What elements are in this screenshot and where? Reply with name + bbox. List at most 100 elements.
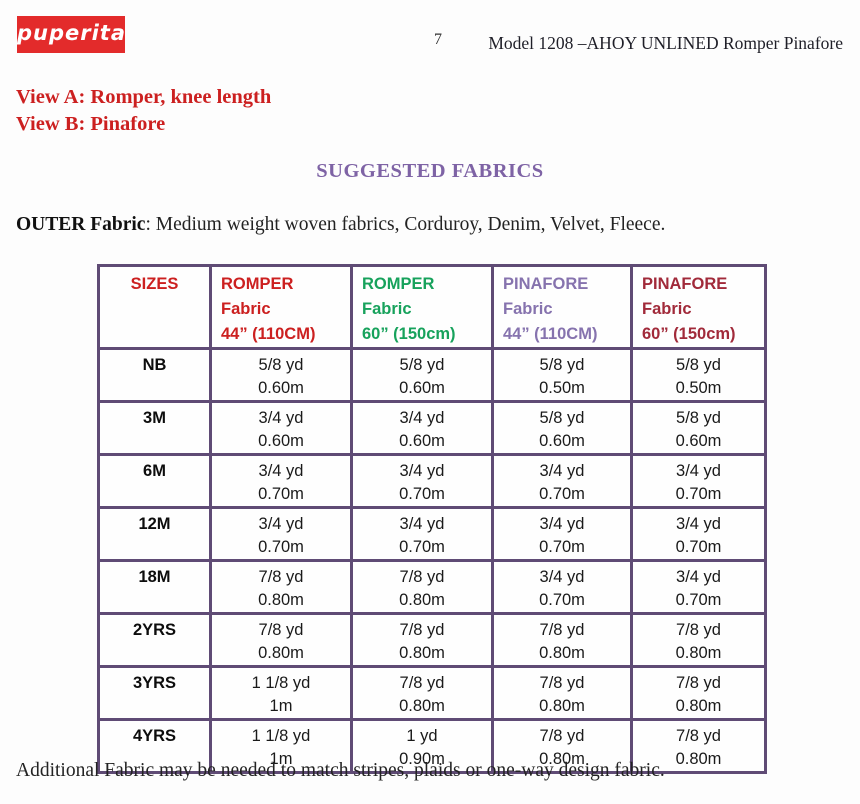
- fabric-cell-pinafore-44-12m: 3/4 yd 0.70m: [491, 506, 633, 562]
- fabric-cell-romper-44-3m: 3/4 yd 0.60m: [209, 400, 353, 456]
- fabric-cell-line: 3/4 yd: [399, 515, 445, 533]
- puperita-logo: puperita: [17, 16, 125, 53]
- fabric-cell-pinafore-44-2yrs: 7/8 yd 0.80m: [491, 612, 633, 668]
- fabric-cell-pinafore-44-18m: 3/4 yd 0.70m: [491, 559, 633, 615]
- page-number: 7: [434, 31, 442, 48]
- fabric-cell-line: 7/8 yd: [539, 621, 585, 639]
- fabric-cell-romper-44-4yrs: 1 1/8 yd 1m: [209, 718, 353, 774]
- size-label-4yrs: 4YRS: [97, 718, 212, 774]
- fabric-cell-line: 0.70m: [258, 538, 304, 556]
- fabric-cell-pinafore-60-4yrs: 7/8 yd 0.80m: [630, 718, 767, 774]
- fabric-cell-line: 0.70m: [399, 485, 445, 503]
- fabric-cell-romper-44-6m: 3/4 yd 0.70m: [209, 453, 353, 509]
- fabric-cell-line: 3/4 yd: [676, 515, 721, 533]
- fabric-cell-line: 5/8 yd: [539, 409, 585, 427]
- fabric-cell-line: 3/4 yd: [258, 462, 304, 480]
- fabric-cell-line: 0.80m: [399, 697, 445, 715]
- table-row-18m: 18M 7/8 yd 0.80m 7/8 yd 0.80m 3/4 yd 0.70m 3/4 …: [97, 559, 767, 615]
- fabric-cell-line: 0.70m: [539, 538, 585, 556]
- view-labels: View A: Romper, knee length View B: Pina…: [16, 84, 271, 138]
- table-row-6m: 6M 3/4 yd 0.70m 3/4 yd 0.70m 3/4 yd 0.70m 3/4 y…: [97, 453, 767, 509]
- outer-fabric-label: OUTER Fabric: [16, 214, 146, 235]
- fabric-cell-line: 7/8 yd: [399, 621, 445, 639]
- fabric-cell-line: 0.70m: [258, 485, 304, 503]
- fabric-cell-line: 7/8 yd: [676, 727, 721, 745]
- fabric-cell-pinafore-60-2yrs: 7/8 yd 0.80m: [630, 612, 767, 668]
- fabric-cell-line: 3/4 yd: [258, 515, 304, 533]
- fabric-cell-line: 0.80m: [675, 644, 722, 662]
- fabric-cell-pinafore-44-3yrs: 7/8 yd 0.80m: [491, 665, 633, 721]
- column-header-pinafore-44: PINAFORE Fabric 44” (110CM): [491, 264, 633, 350]
- fabric-cell-pinafore-60-3m: 5/8 yd 0.60m: [630, 400, 767, 456]
- table-row-nb: NB 5/8 yd 0.60m 5/8 yd 0.60m 5/8 yd 0.50m 5/8 y…: [97, 347, 767, 403]
- fabric-cell-line: 0.80m: [539, 697, 585, 715]
- fabric-cell-line: 0.70m: [539, 485, 585, 503]
- table-header: SIZES ROMPER Fabric 44” (110CM) ROMPER Fabric…: [97, 264, 767, 350]
- fabric-cell-romper-60-18m: 7/8 yd 0.80m: [350, 559, 494, 615]
- fabric-cell-line: 3/4 yd: [399, 462, 445, 480]
- fabric-cell-romper-60-12m: 3/4 yd 0.70m: [350, 506, 494, 562]
- size-label-nb: NB: [97, 347, 212, 403]
- table-body: NB 5/8 yd 0.60m 5/8 yd 0.60m 5/8 yd 0.50m 5/8 y…: [97, 347, 767, 774]
- outer-fabric-text: : Medium weight woven fabrics, Corduroy,…: [145, 214, 666, 235]
- fabric-cell-line: 0.80m: [539, 644, 585, 662]
- fabric-cell-line: 7/8 yd: [539, 674, 585, 692]
- fabric-cell-line: 0.80m: [258, 591, 304, 609]
- fabric-cell-line: 7/8 yd: [539, 727, 585, 745]
- fabric-cell-line: 0.80m: [399, 644, 445, 662]
- fabric-cell-line: 5/8 yd: [676, 409, 721, 427]
- fabric-cell-line: 0.60m: [258, 432, 304, 450]
- fabric-cell-pinafore-44-3m: 5/8 yd 0.60m: [491, 400, 633, 456]
- fabric-cell-line: 0.70m: [399, 538, 445, 556]
- fabric-cell-line: 5/8 yd: [676, 356, 721, 374]
- view-b-label: View B: Pinafore: [16, 113, 166, 135]
- fabric-cell-line: 7/8 yd: [399, 674, 445, 692]
- fabric-cell-line: 7/8 yd: [399, 568, 445, 586]
- size-label-2yrs: 2YRS: [97, 612, 212, 668]
- fabric-cell-line: 5/8 yd: [539, 356, 585, 374]
- fabric-cell-line: 0.60m: [399, 432, 445, 450]
- fabric-cell-pinafore-60-nb: 5/8 yd 0.50m: [630, 347, 767, 403]
- fabric-cell-pinafore-44-4yrs: 7/8 yd 0.80m: [491, 718, 633, 774]
- fabric-cell-pinafore-44-nb: 5/8 yd 0.50m: [491, 347, 633, 403]
- fabric-cell-romper-60-nb: 5/8 yd 0.60m: [350, 347, 494, 403]
- size-label-12m: 12M: [97, 506, 212, 562]
- fabric-cell-line: 0.70m: [675, 591, 722, 609]
- fabric-cell-pinafore-60-3yrs: 7/8 yd 0.80m: [630, 665, 767, 721]
- table-row-2yrs: 2YRS 7/8 yd 0.80m 7/8 yd 0.80m 7/8 yd 0.80m 7/8…: [97, 612, 767, 668]
- fabric-cell-line: 3/4 yd: [539, 568, 585, 586]
- fabric-cell-romper-60-3yrs: 7/8 yd 0.80m: [350, 665, 494, 721]
- table-row-12m: 12M 3/4 yd 0.70m 3/4 yd 0.70m 3/4 yd 0.70m 3/4 …: [97, 506, 767, 562]
- fabric-cell-romper-60-6m: 3/4 yd 0.70m: [350, 453, 494, 509]
- fabric-cell-line: 0.90m: [399, 750, 445, 768]
- fabric-cell-line: 0.60m: [399, 379, 445, 397]
- fabric-cell-line: 5/8 yd: [258, 356, 304, 374]
- fabric-cell-romper-44-18m: 7/8 yd 0.80m: [209, 559, 353, 615]
- fabric-cell-line: 0.70m: [675, 485, 722, 503]
- fabric-cell-pinafore-60-18m: 3/4 yd 0.70m: [630, 559, 767, 615]
- fabric-cell-line: 7/8 yd: [676, 621, 721, 639]
- suggested-fabrics-table: SIZES ROMPER Fabric 44” (110CM) ROMPER Fabric…: [97, 264, 767, 774]
- fabric-cell-romper-60-4yrs: 1 yd 0.90m: [350, 718, 494, 774]
- fabric-cell-line: 1 1/8 yd: [251, 727, 311, 745]
- fabric-cell-line: 1m: [269, 697, 293, 715]
- fabric-cell-romper-60-3m: 3/4 yd 0.60m: [350, 400, 494, 456]
- size-label-3m: 3M: [97, 400, 212, 456]
- fabric-cell-line: 3/4 yd: [676, 568, 721, 586]
- column-header-romper-60: ROMPER Fabric 60” (150cm): [350, 264, 494, 350]
- size-label-18m: 18M: [97, 559, 212, 615]
- footer-note: Additional Fabric may be needed to match…: [16, 760, 665, 781]
- fabric-cell-romper-44-nb: 5/8 yd 0.60m: [209, 347, 353, 403]
- fabric-cell-line: 0.80m: [675, 697, 722, 715]
- fabric-cell-line: 0.60m: [258, 379, 304, 397]
- fabric-cell-romper-44-3yrs: 1 1/8 yd 1m: [209, 665, 353, 721]
- fabric-cell-romper-44-12m: 3/4 yd 0.70m: [209, 506, 353, 562]
- fabric-cell-line: 7/8 yd: [676, 674, 721, 692]
- size-label-6m: 6M: [97, 453, 212, 509]
- fabric-cell-line: 0.50m: [539, 379, 585, 397]
- header-row: SIZES ROMPER Fabric 44” (110CM) ROMPER Fabric…: [97, 264, 767, 350]
- fabric-cell-line: 0.80m: [399, 591, 445, 609]
- table-row-3yrs: 3YRS 1 1/8 yd 1m 7/8 yd 0.80m 7/8 yd 0.80m 7/8 …: [97, 665, 767, 721]
- fabric-cell-line: 3/4 yd: [399, 409, 445, 427]
